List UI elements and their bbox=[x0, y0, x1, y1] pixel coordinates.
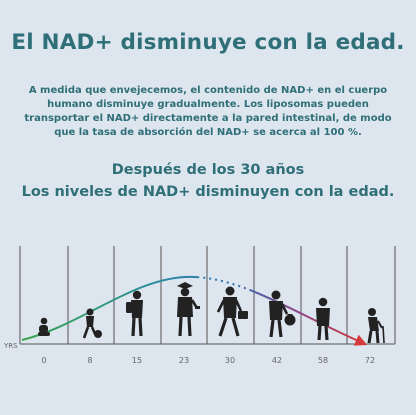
intro-line: que la tasa de absorción del NAD+ se ace… bbox=[54, 127, 362, 138]
baby-figure-icon bbox=[38, 317, 50, 336]
elderly-with-cane-figure-icon bbox=[367, 308, 385, 344]
subheading-age: Después de los 30 años bbox=[111, 162, 305, 178]
x-tick-label: 58 bbox=[318, 356, 328, 365]
nad-level-curve bbox=[21, 275, 368, 346]
x-tick-label: 8 bbox=[87, 356, 92, 365]
x-tick-labels: 0 8 15 23 30 42 58 72 bbox=[41, 356, 375, 365]
nad-age-chart: YRS 0 8 15 23 30 42 58 72 bbox=[3, 246, 396, 365]
x-tick-label: 42 bbox=[272, 356, 282, 365]
grid-lines bbox=[19, 246, 396, 344]
x-axis-label: YRS bbox=[3, 342, 18, 350]
child-with-ball-figure-icon bbox=[82, 308, 102, 339]
intro-line: A medida que envejecemos, el contenido d… bbox=[28, 85, 388, 96]
x-tick-label: 0 bbox=[41, 356, 46, 365]
student-with-backpack-figure-icon bbox=[126, 290, 143, 337]
x-tick-label: 15 bbox=[132, 356, 142, 365]
x-tick-label: 23 bbox=[179, 356, 189, 365]
intro-paragraph: A medida que envejecemos, el contenido d… bbox=[14, 84, 402, 140]
page-title: El NAD+ disminuye con la edad. bbox=[11, 30, 405, 55]
worker-with-briefcase-figure-icon bbox=[216, 286, 248, 337]
intro-line: humano disminuye gradualmente. Los lipos… bbox=[47, 99, 369, 110]
x-tick-label: 30 bbox=[225, 356, 235, 365]
intro-line: transportar el NAD+ directamente a la pa… bbox=[24, 113, 392, 124]
middle-aged-figure-icon bbox=[316, 297, 330, 341]
graduate-figure-icon bbox=[177, 282, 200, 337]
adult-with-money-bag-figure-icon bbox=[269, 290, 296, 338]
x-tick-label: 72 bbox=[365, 356, 375, 365]
subheading-decline: Los niveles de NAD+ disminuyen con la ed… bbox=[21, 184, 395, 200]
